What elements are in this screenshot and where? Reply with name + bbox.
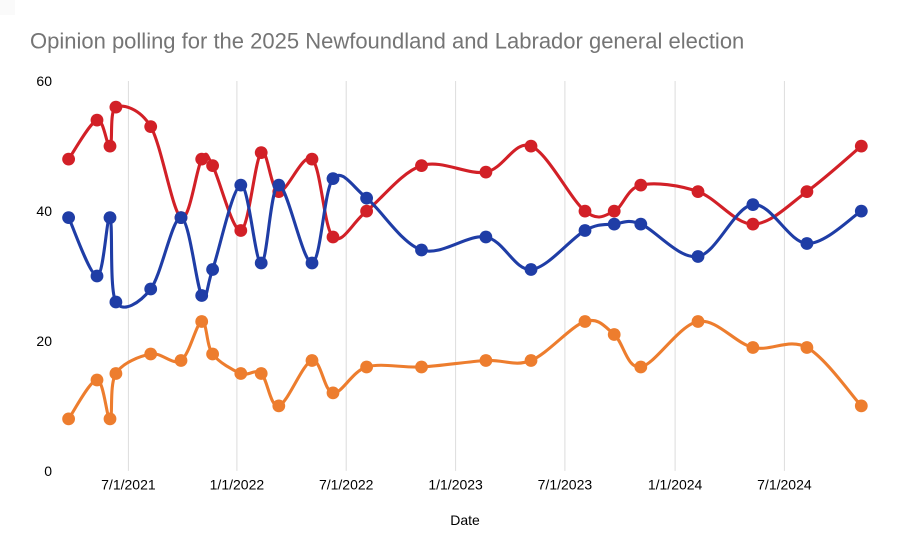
svg-text:7/1/2023: 7/1/2023 <box>538 477 593 493</box>
svg-text:1/1/2023: 1/1/2023 <box>428 477 483 493</box>
svg-text:7/1/2022: 7/1/2022 <box>319 477 374 493</box>
svg-text:0: 0 <box>44 463 52 479</box>
svg-text:7/1/2024: 7/1/2024 <box>757 477 812 493</box>
svg-text:20: 20 <box>36 333 52 349</box>
svg-text:1/1/2022: 1/1/2022 <box>210 477 265 493</box>
svg-text:7/1/2021: 7/1/2021 <box>101 477 156 493</box>
svg-text:40: 40 <box>36 203 52 219</box>
svg-text:1/1/2024: 1/1/2024 <box>648 477 703 493</box>
svg-text:Date: Date <box>450 512 480 528</box>
svg-text:60: 60 <box>36 73 52 89</box>
svg-text:Opinion polling for the 2025 N: Opinion polling for the 2025 Newfoundlan… <box>30 29 744 54</box>
